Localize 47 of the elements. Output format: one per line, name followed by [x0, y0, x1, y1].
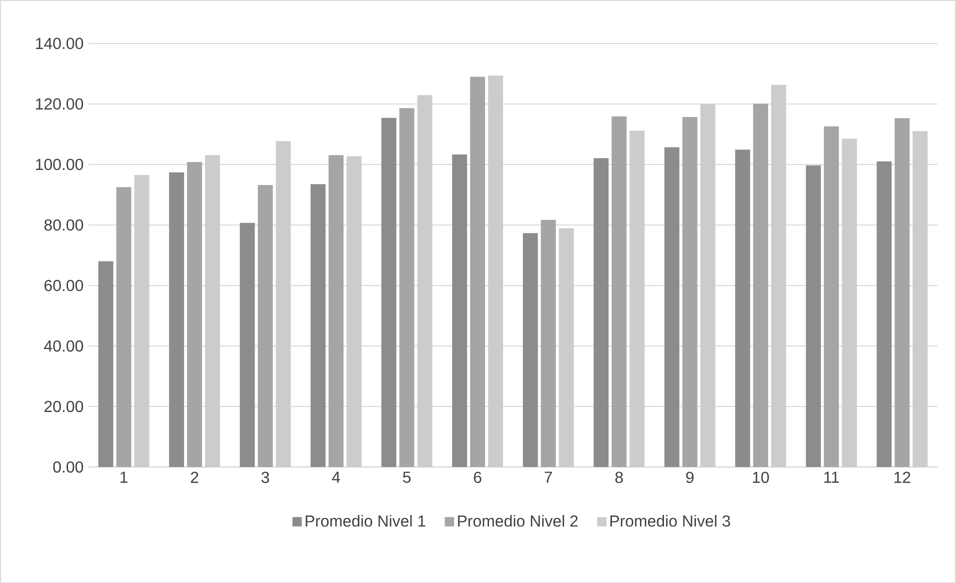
bar — [612, 116, 627, 467]
bar — [399, 108, 414, 467]
bar — [452, 154, 468, 467]
bar — [98, 261, 114, 467]
bar — [240, 222, 255, 467]
x-tick-label: 1 — [120, 472, 128, 483]
x-tick-label: 3 — [261, 472, 270, 483]
y-tick-label: 60.00 — [44, 280, 84, 291]
y-tick-label: 140.00 — [36, 38, 84, 49]
bar — [876, 161, 892, 467]
x-tick-label: 4 — [332, 472, 340, 483]
bar — [169, 172, 184, 467]
bar — [682, 116, 698, 467]
bar — [664, 147, 680, 467]
bar — [824, 126, 839, 467]
y-tick-label: 120.00 — [36, 98, 84, 110]
y-tick-label: 40.00 — [44, 340, 84, 352]
bar — [187, 162, 202, 467]
bar — [381, 118, 396, 467]
y-tick-label: 0.00 — [53, 461, 84, 472]
x-tick-label: 5 — [403, 472, 411, 483]
legend-label: Promedio Nivel 3 — [610, 514, 730, 526]
y-tick-label: 100.00 — [36, 158, 84, 170]
x-tick-label: 10 — [752, 472, 769, 483]
x-tick-label: 11 — [824, 472, 839, 483]
legend-label: Promedio Nivel 1 — [306, 514, 426, 526]
y-tick-label: 20.00 — [44, 400, 84, 412]
bar — [116, 186, 132, 467]
bar — [594, 158, 609, 467]
x-tick-label: 12 — [894, 472, 910, 483]
x-tick-label: 9 — [686, 472, 694, 483]
bar — [310, 184, 326, 467]
bar — [470, 76, 486, 467]
bar — [753, 103, 768, 467]
legend-label: Promedio Nivel 2 — [458, 514, 578, 526]
x-tick-label: 2 — [190, 472, 198, 483]
bar — [258, 184, 273, 467]
bar — [735, 149, 750, 467]
bar — [522, 232, 538, 467]
bar — [806, 165, 821, 467]
x-tick-label: 7 — [544, 472, 552, 483]
bar — [328, 154, 344, 467]
y-tick-label: 80.00 — [44, 219, 84, 230]
x-tick-label: 6 — [474, 472, 482, 483]
bar — [894, 118, 910, 467]
bar — [540, 220, 556, 467]
x-tick-label: 8 — [615, 472, 623, 483]
